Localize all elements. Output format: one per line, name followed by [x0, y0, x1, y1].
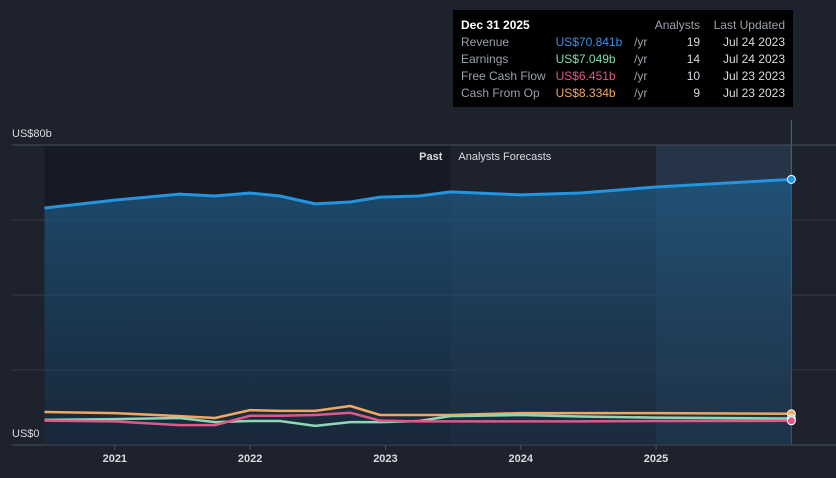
past-label: Past — [419, 151, 443, 163]
end-point — [786, 174, 796, 184]
series-line — [44, 411, 792, 427]
x-tick-label: 2023 — [373, 453, 397, 465]
tooltip-cell: Dec 31 2025 — [461, 17, 530, 32]
tooltip-cell: Revenue — [461, 34, 510, 49]
tooltip-cell: US$70.841b — [555, 34, 623, 49]
tooltip-cell: /yr — [634, 85, 648, 100]
tooltip: Dec 31 2025 Analysts Last Updated Revenue US… — [453, 10, 793, 107]
series-line — [44, 177, 792, 210]
tooltip-cell: Free Cash Flow — [461, 68, 546, 83]
tooltip-cell: Jul 24 2023 — [722, 34, 785, 49]
tooltip-cell: /yr — [634, 34, 648, 49]
tooltip-cell: /yr — [634, 51, 648, 66]
tooltip-cell: Cash From Op — [461, 85, 540, 100]
y-tick-label: US$80b — [12, 128, 52, 140]
tooltip-cell: 9 — [693, 85, 701, 100]
x-tick-label: 2022 — [238, 453, 262, 465]
revenue-area — [44, 179, 792, 445]
tooltip-cell: US$6.451b — [555, 68, 616, 83]
tooltip-cell: 19 — [686, 34, 701, 49]
tooltip-cell: Jul 24 2023 — [722, 51, 785, 66]
forecast-label: Analysts Forecasts — [458, 151, 551, 163]
x-tick-label: 2025 — [644, 453, 668, 465]
tooltip-cell: Earnings — [461, 51, 509, 66]
tooltip-cell: Last Updated — [713, 17, 785, 32]
tooltip-row: Free Cash Flow US$6.451b/yr 10 Jul 23 2023 — [461, 67, 785, 84]
tooltip-cell: Jul 23 2023 — [722, 85, 785, 100]
series-line — [44, 404, 792, 420]
tooltip-cell: 14 — [686, 51, 701, 66]
tooltip-header: Dec 31 2025 Analysts Last Updated — [461, 16, 785, 33]
tooltip-cell: Jul 23 2023 — [722, 68, 785, 83]
tooltip-cell: US$8.334b — [555, 85, 616, 100]
tooltip-cell: US$7.049b — [555, 51, 616, 66]
end-point — [786, 416, 796, 426]
tooltip-row: Cash From Op US$8.334b/yr 9 Jul 23 2023 — [461, 84, 785, 101]
series-line — [44, 413, 792, 428]
tooltip-cell: 10 — [686, 68, 701, 83]
tooltip-cell: /yr — [634, 68, 648, 83]
tooltip-row: Earnings US$7.049b/yr 14 Jul 24 2023 — [461, 50, 785, 67]
tooltip-row: Revenue US$70.841b/yr 19 Jul 24 2023 — [461, 33, 785, 50]
y-tick-label: US$0 — [12, 428, 40, 440]
x-tick-label: 2024 — [509, 453, 534, 465]
tooltip-cell: Analysts — [654, 17, 701, 32]
x-tick-label: 2021 — [103, 453, 127, 465]
